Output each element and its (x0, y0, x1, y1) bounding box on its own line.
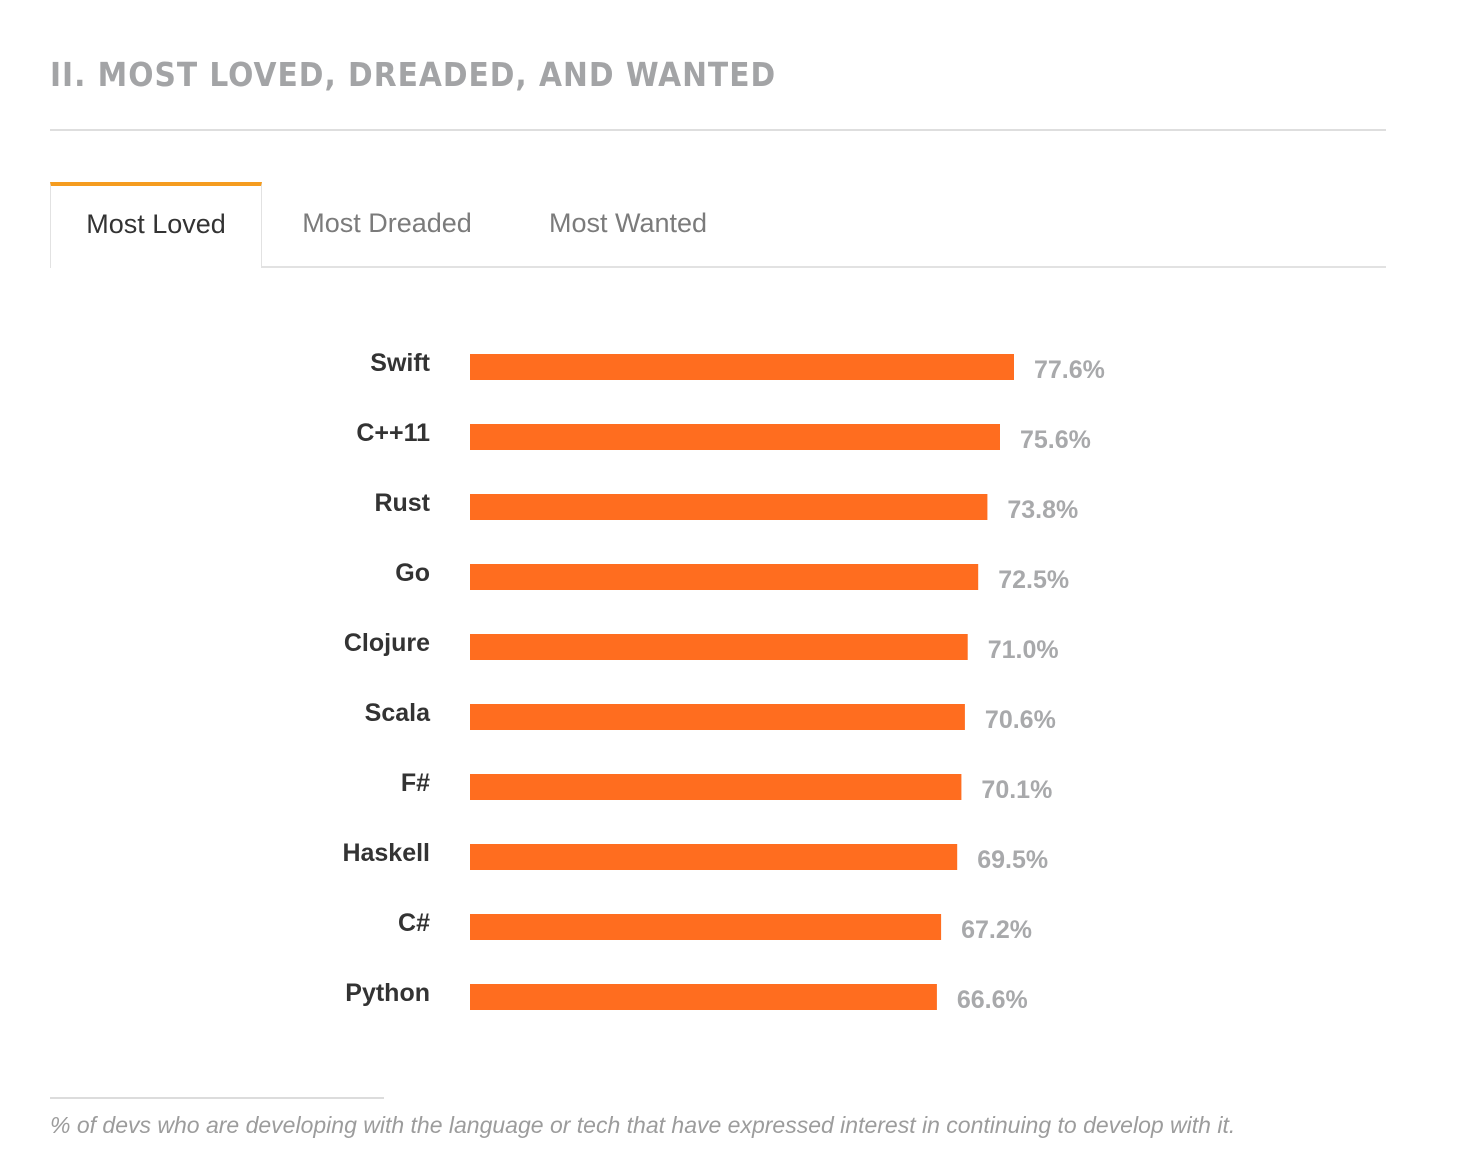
footnote: % of devs who are developing with the la… (50, 1112, 1236, 1138)
tab-most-wanted[interactable]: Most Wanted (548, 208, 708, 238)
bar (470, 354, 1014, 380)
bar (470, 424, 1000, 450)
value-label: 75.6% (1020, 426, 1091, 454)
bar-row: C++11 75.6% (356, 419, 1091, 454)
bar (470, 984, 937, 1010)
bar (470, 634, 968, 660)
title-divider (50, 129, 1386, 131)
category-label: C++11 (356, 419, 430, 447)
tab-most-loved[interactable]: Most Loved (50, 182, 262, 268)
category-label: Clojure (344, 629, 430, 657)
category-label: F# (401, 769, 430, 797)
category-label: Go (395, 559, 430, 587)
bar (470, 494, 988, 520)
footnote-divider (50, 1097, 384, 1099)
bar-row: Clojure 71.0% (344, 629, 1059, 664)
value-label: 77.6% (1034, 356, 1105, 384)
bar-row: Rust 73.8% (374, 489, 1078, 524)
bar-row: Go 72.5% (395, 559, 1069, 594)
bar-row: Swift 77.6% (370, 349, 1105, 384)
section-title: II. MOST LOVED, DREADED, AND WANTED (50, 55, 777, 94)
category-label: Python (345, 979, 430, 1007)
value-label: 72.5% (998, 566, 1069, 594)
bar-row: Scala 70.6% (365, 699, 1056, 734)
tab-most-dreaded[interactable]: Most Dreaded (302, 208, 472, 238)
bar-row: Haskell 69.5% (342, 839, 1048, 874)
category-label: Swift (370, 349, 430, 377)
value-label: 70.1% (981, 776, 1052, 804)
tab-bar-baseline (50, 266, 1386, 268)
bar (470, 774, 962, 800)
bar-row: C# 67.2% (398, 909, 1032, 944)
value-label: 69.5% (977, 846, 1048, 874)
tab-bar: Most Loved Most Dreaded Most Wanted (50, 182, 1386, 268)
value-label: 71.0% (988, 636, 1059, 664)
value-label: 67.2% (961, 916, 1032, 944)
bar (470, 704, 965, 730)
bar-row: Python 66.6% (345, 979, 1027, 1014)
bar (470, 564, 979, 590)
value-label: 73.8% (1007, 496, 1078, 524)
bar (470, 844, 958, 870)
bar (470, 914, 942, 940)
category-label: Haskell (342, 839, 430, 867)
value-label: 66.6% (957, 986, 1028, 1014)
value-label: 70.6% (985, 706, 1056, 734)
category-label: Scala (365, 699, 431, 727)
category-label: Rust (374, 489, 430, 517)
category-label: C# (398, 909, 430, 937)
bar-row: F# 70.1% (401, 769, 1053, 804)
